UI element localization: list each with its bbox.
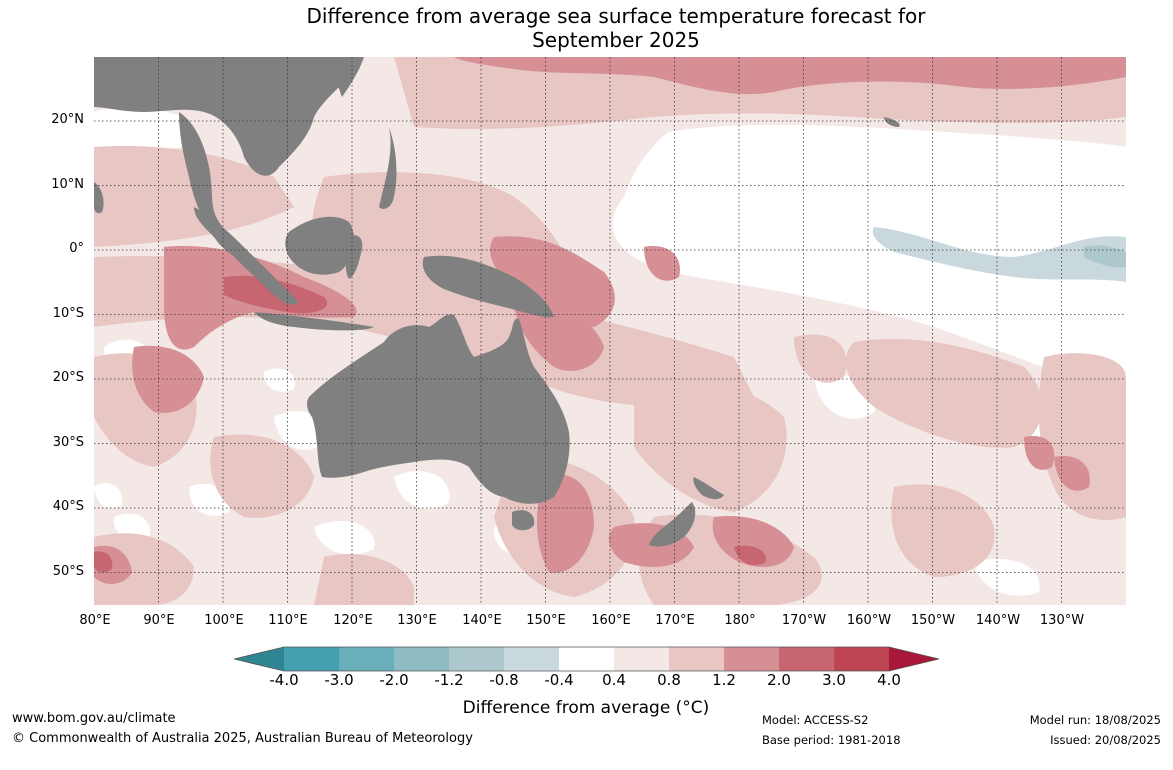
colorbar-tick-label: 0.8	[657, 671, 681, 689]
colorbar-label: Difference from average (°C)	[462, 698, 710, 718]
lon-label-130e: 130°E	[397, 613, 437, 628]
map-graticule	[94, 57, 1126, 605]
lon-label-90e: 90°E	[143, 613, 175, 628]
colorbar-swatch-8	[669, 647, 724, 671]
colorbar-swatch-9	[724, 647, 779, 671]
colorbar-tick-label: -2.0	[379, 671, 409, 689]
lon-label-80e: 80°E	[79, 613, 111, 628]
lat-label-50s: 50°S	[52, 564, 84, 579]
lon-label-140e: 140°E	[462, 613, 502, 628]
colorbar-tick-label: -4.0	[269, 671, 299, 689]
lon-label-160w: 160°W	[846, 613, 892, 628]
lon-label-100e: 100°E	[204, 613, 244, 628]
lon-label-170w: 170°W	[781, 613, 827, 628]
lon-label-150w: 150°W	[910, 613, 956, 628]
lat-label-30s: 30°S	[52, 435, 84, 450]
footer-issued: Issued: 20/08/2025	[1050, 733, 1161, 747]
footer-model: Model: ACCESS-S2	[762, 713, 869, 727]
colorbar-swatch-10	[779, 647, 834, 671]
colorbar-outline	[234, 646, 939, 672]
lat-label-20s: 20°S	[52, 370, 84, 385]
lat-label-10n: 10°N	[51, 177, 84, 192]
title-line-1: Difference from average sea surface temp…	[306, 4, 926, 28]
lon-label-110e: 110°E	[268, 613, 308, 628]
lat-label-10s: 10°S	[52, 306, 84, 321]
lon-label-130w: 130°W	[1039, 613, 1085, 628]
lat-label-40s: 40°S	[52, 499, 84, 514]
lat-label-20n: 20°N	[51, 112, 84, 127]
colorbar-tick-label: -0.8	[489, 671, 519, 689]
map-title: Difference from average sea surface temp…	[0, 4, 1173, 52]
footer-copyright: © Commonwealth of Australia 2025, Austra…	[12, 731, 473, 746]
colorbar-swatch-12	[889, 647, 939, 671]
colorbar-tick-label: 4.0	[877, 671, 901, 689]
lon-label-150e: 150°E	[526, 613, 566, 628]
footer-website: www.bom.gov.au/climate	[12, 711, 176, 726]
colorbar-tick-label: 0.4	[602, 671, 626, 689]
colorbar-swatch-0	[234, 647, 284, 671]
lon-label-170e: 170°E	[655, 613, 695, 628]
footer-model-run: Model run: 18/08/2025	[1029, 713, 1161, 727]
colorbar-tick-label: 3.0	[822, 671, 846, 689]
colorbar-swatch-4	[449, 647, 504, 671]
colorbar-swatch-6	[559, 647, 614, 671]
lon-label-180: 180°	[724, 613, 756, 628]
colorbar	[234, 646, 939, 672]
anomaly-field-negative	[872, 227, 1126, 282]
lon-label-140w: 140°W	[975, 613, 1021, 628]
colorbar-tick-label: 2.0	[767, 671, 791, 689]
colorbar-tick-label: -1.2	[434, 671, 464, 689]
colorbar-tick-label: -3.0	[324, 671, 354, 689]
lon-label-160e: 160°E	[591, 613, 631, 628]
footer-base-period: Base period: 1981-2018	[762, 733, 901, 747]
colorbar-swatch-3	[394, 647, 449, 671]
map-canvas	[94, 57, 1126, 605]
sst-anomaly-map	[94, 57, 1126, 605]
colorbar-swatch-7	[614, 647, 669, 671]
land-masses	[94, 57, 900, 547]
colorbar-swatch-2	[339, 647, 394, 671]
colorbar-swatch-11	[834, 647, 889, 671]
lon-label-120e: 120°E	[333, 613, 373, 628]
colorbar-tick-label: 1.2	[712, 671, 736, 689]
colorbar-tick-label: -0.4	[544, 671, 574, 689]
anomaly-field-0.8-1.2	[94, 57, 1126, 605]
lat-label-0: 0°	[69, 241, 84, 256]
colorbar-swatch-5	[504, 647, 559, 671]
colorbar-swatch-1	[284, 647, 339, 671]
title-line-2: September 2025	[532, 28, 700, 52]
